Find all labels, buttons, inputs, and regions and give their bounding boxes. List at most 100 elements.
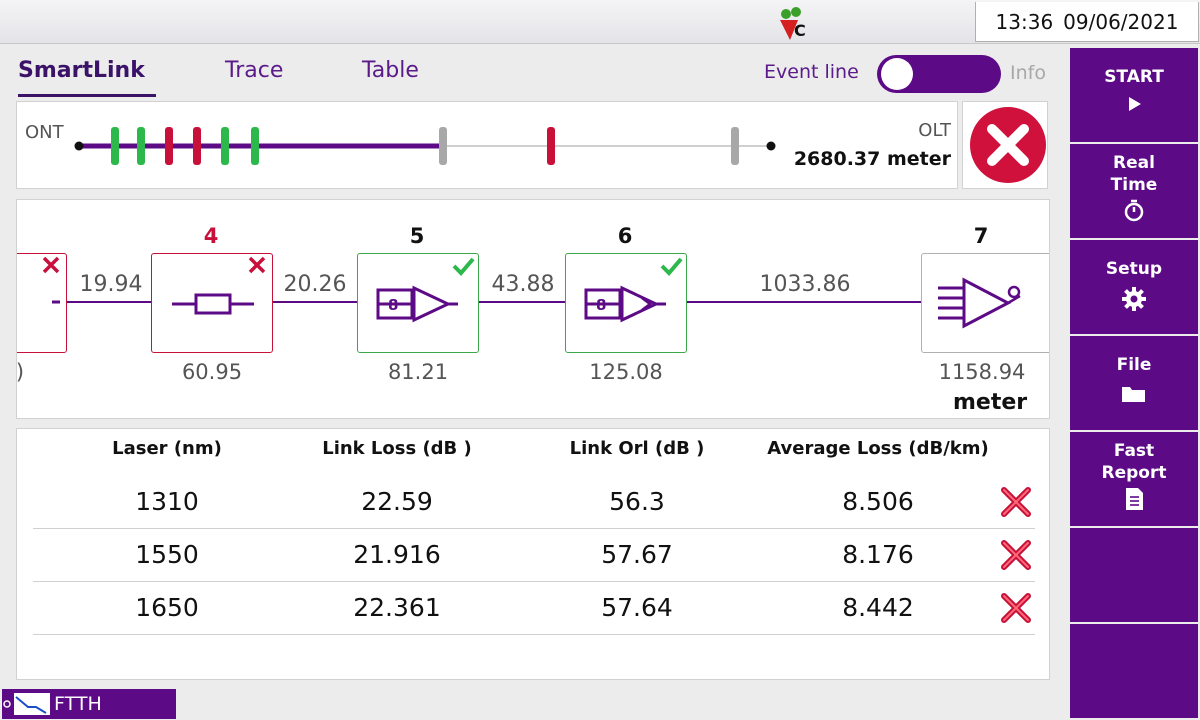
link-length: 2680.37 meter bbox=[793, 148, 951, 170]
svg-text:8: 8 bbox=[388, 296, 398, 314]
fail-x-icon bbox=[1001, 593, 1031, 623]
fail-x-icon bbox=[1001, 540, 1031, 570]
real-time-button[interactable]: Real Time bbox=[1070, 144, 1198, 238]
event-diagram: ) 19.94 20.26 43.88 1033.86 4 60.95 5 bbox=[16, 199, 1050, 419]
splitter-1x8-icon: 8 bbox=[584, 285, 666, 323]
event-marker[interactable] bbox=[193, 127, 201, 165]
olt-endpoint bbox=[766, 141, 776, 151]
laser-cell: 1650 bbox=[135, 593, 199, 622]
toggle-knob bbox=[881, 58, 913, 90]
gear-icon bbox=[1122, 287, 1146, 311]
span-length: 19.94 bbox=[79, 272, 143, 297]
fast-report-button[interactable]: Fast Report bbox=[1070, 432, 1198, 526]
event-6-position: 125.08 bbox=[589, 360, 663, 384]
event-7-number: 7 bbox=[973, 224, 989, 248]
average-loss-cell: 8.506 bbox=[842, 487, 914, 516]
span-length: 43.88 bbox=[491, 272, 555, 297]
event-marker[interactable] bbox=[111, 127, 119, 165]
sidebar: START Real Time Setup File Fast Rep bbox=[1068, 46, 1200, 720]
ont-endpoint bbox=[74, 141, 84, 151]
start-button[interactable]: START bbox=[1070, 48, 1198, 142]
column-header-laser: Laser (nm) bbox=[112, 438, 222, 459]
setup-button[interactable]: Setup bbox=[1070, 240, 1198, 334]
event-marker[interactable] bbox=[165, 127, 173, 165]
active-tab-indicator bbox=[18, 94, 156, 97]
mode-badge[interactable]: FTTH bbox=[2, 689, 176, 719]
tab-table[interactable]: Table bbox=[362, 58, 419, 83]
stopwatch-icon bbox=[1124, 199, 1144, 222]
column-header-average-loss: Average Loss (dB/km) bbox=[767, 438, 989, 459]
event-4-number: 4 bbox=[203, 224, 219, 248]
link-loss-cell: 22.59 bbox=[361, 487, 433, 516]
trace-mode-icon bbox=[3, 693, 50, 715]
report-document-icon bbox=[1126, 488, 1143, 510]
event-5-number: 5 bbox=[409, 224, 425, 248]
fast-report-label-1: Fast bbox=[1113, 441, 1155, 461]
table-row[interactable]: 1650 22.361 57.64 8.442 bbox=[33, 583, 1035, 635]
event-marker[interactable] bbox=[547, 127, 555, 165]
link-loss-cell: 21.916 bbox=[353, 540, 441, 569]
span-length: 20.26 bbox=[283, 272, 347, 297]
column-header-link-orl: Link Orl (dB ) bbox=[569, 438, 705, 459]
pass-check-icon bbox=[660, 257, 683, 276]
diagram-unit-label: meter bbox=[953, 390, 1028, 415]
info-label[interactable]: Info bbox=[1010, 62, 1046, 84]
event-marker[interactable] bbox=[221, 127, 229, 165]
event-marker[interactable] bbox=[251, 127, 259, 165]
event-3-partial[interactable] bbox=[17, 253, 67, 353]
event-line-toggle[interactable] bbox=[877, 55, 1001, 93]
fiber-line bbox=[17, 301, 1049, 303]
laser-cell: 1310 bbox=[135, 487, 199, 516]
link-orl-cell: 56.3 bbox=[609, 487, 665, 516]
event-7-position: 1158.94 bbox=[938, 360, 1026, 384]
span-length: 1033.86 bbox=[759, 272, 851, 297]
status-bar: C 13:36 09/06/2021 bbox=[0, 0, 1200, 44]
table-row[interactable]: 1550 21.916 57.67 8.176 bbox=[33, 530, 1035, 582]
link-overview-graphic bbox=[74, 127, 776, 165]
real-time-label-2: Time bbox=[1110, 175, 1158, 195]
svg-text:8: 8 bbox=[596, 296, 606, 314]
clock: 13:36 09/06/2021 bbox=[975, 2, 1199, 42]
vc-logo-icon: C bbox=[780, 7, 806, 40]
event-5-box[interactable]: 8 bbox=[357, 253, 479, 353]
event-marker[interactable] bbox=[731, 127, 739, 165]
tab-trace[interactable]: Trace bbox=[225, 58, 284, 83]
empty-softkey[interactable] bbox=[1070, 624, 1198, 718]
olt-label: OLT bbox=[918, 120, 951, 141]
time-display: 13:36 bbox=[995, 9, 1054, 34]
event-marker[interactable] bbox=[137, 127, 145, 165]
empty-softkey[interactable] bbox=[1070, 528, 1198, 622]
event-5-position: 81.21 bbox=[387, 360, 449, 384]
average-loss-cell: 8.442 bbox=[842, 593, 914, 622]
real-time-label-1: Real bbox=[1113, 153, 1155, 173]
event-marker[interactable] bbox=[439, 127, 447, 165]
laser-cell: 1550 bbox=[135, 540, 199, 569]
connector-icon bbox=[172, 293, 254, 315]
link-orl-cell: 57.67 bbox=[601, 540, 673, 569]
link-overview-panel: ONT OLT 2680.37 meter bbox=[16, 101, 958, 189]
fail-mark-icon bbox=[248, 256, 266, 274]
column-header-link-loss: Link Loss (dB ) bbox=[322, 438, 472, 459]
event-7-box[interactable] bbox=[921, 253, 1049, 353]
date-display: 09/06/2021 bbox=[1063, 9, 1179, 34]
file-button[interactable]: File bbox=[1070, 336, 1198, 430]
tab-smartlink[interactable]: SmartLink bbox=[18, 58, 145, 83]
link-loss-cell: 22.361 bbox=[353, 593, 441, 622]
event-6-number: 6 bbox=[617, 224, 633, 248]
partial-event-icon bbox=[42, 256, 60, 304]
event-line-label: Event line bbox=[764, 61, 859, 83]
ont-label: ONT bbox=[25, 122, 64, 143]
mode-label: FTTH bbox=[54, 693, 102, 715]
event-6-box[interactable]: 8 bbox=[565, 253, 687, 353]
splitter-1x8-icon: 8 bbox=[376, 285, 458, 323]
link-orl-cell: 57.64 bbox=[601, 593, 673, 622]
event-4-box[interactable] bbox=[151, 253, 273, 353]
average-loss-cell: 8.176 bbox=[842, 540, 914, 569]
folder-icon bbox=[1122, 387, 1145, 402]
pass-check-icon bbox=[452, 257, 475, 276]
fast-report-label-2: Report bbox=[1101, 463, 1167, 483]
start-label: START bbox=[1104, 67, 1164, 87]
table-row[interactable]: 1310 22.59 56.3 8.506 bbox=[33, 477, 1035, 529]
event-4-position: 60.95 bbox=[181, 360, 243, 384]
